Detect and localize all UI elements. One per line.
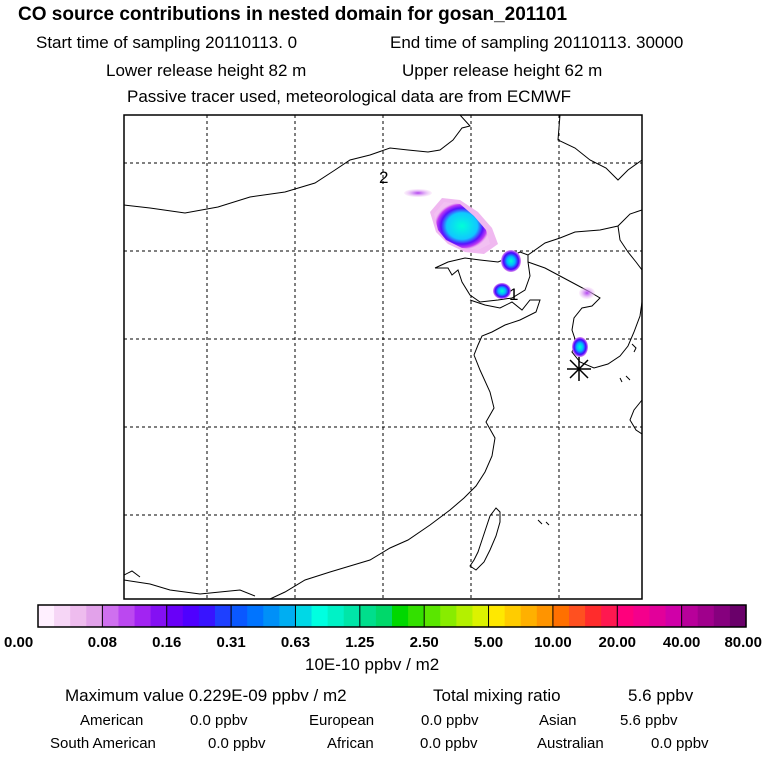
colorbar-tick-label: 0.00	[4, 634, 33, 651]
plume-korea-west	[572, 337, 588, 357]
region-label-south-american: South American	[50, 735, 156, 752]
colorbar-swatch	[231, 605, 248, 627]
region-value-south-american: 0.0 ppbv	[208, 735, 266, 752]
total-mixing-label: Total mixing ratio	[433, 686, 561, 705]
route-label-1: 1	[509, 285, 518, 304]
colorbar-swatch	[70, 605, 87, 627]
colorbar-swatch	[488, 605, 506, 627]
plume-bohai	[501, 250, 521, 272]
colorbar-swatch	[665, 605, 683, 627]
colorbar-swatch	[424, 605, 441, 627]
total-mixing-value: 5.6 ppbv	[628, 686, 694, 705]
region-value-african: 0.0 ppbv	[420, 735, 478, 752]
colorbar-swatch	[134, 605, 152, 627]
lat-lon-grid	[124, 115, 642, 599]
colorbar-tick-label: 80.00	[724, 634, 762, 651]
colorbar-swatch	[118, 605, 136, 627]
colorbar-swatch	[569, 605, 586, 627]
region-label-european: European	[309, 712, 375, 729]
colorbar-swatch	[295, 605, 313, 627]
colorbar-swatch	[150, 605, 168, 627]
region-label-asian: Asian	[539, 712, 577, 729]
receptor-marker	[567, 357, 591, 381]
colorbar-swatch	[86, 605, 103, 627]
coastlines	[124, 115, 642, 599]
colorbar-tick-label: 20.00	[598, 634, 636, 651]
colorbar-swatch	[617, 605, 634, 627]
colorbar-swatch	[102, 605, 120, 627]
plumes	[404, 189, 595, 357]
route-label-2: 2	[379, 168, 388, 187]
colorbar-swatch	[472, 605, 490, 627]
colorbar-swatch	[392, 605, 409, 627]
lower-release-height: Lower release height 82 m	[106, 61, 307, 80]
colorbar-tick-label: 0.63	[281, 634, 310, 651]
region-value-american: 0.0 ppbv	[190, 712, 248, 729]
plot-title: CO source contributions in nested domain…	[18, 4, 568, 25]
colorbar-swatch	[729, 605, 747, 627]
colorbar-swatch	[681, 605, 699, 627]
region-value-european: 0.0 ppbv	[421, 712, 479, 729]
colorbar-tick-label: 0.08	[88, 634, 117, 651]
plume-faint-west	[404, 189, 432, 197]
colorbar-tick-label: 1.25	[345, 634, 374, 651]
colorbar-swatch	[247, 605, 264, 627]
tracer-note: Passive tracer used, meteorological data…	[127, 87, 572, 106]
maximum-value: Maximum value 0.229E-09 ppbv / m2	[65, 686, 347, 705]
colorbar-swatch	[520, 605, 538, 627]
plume-korea-north	[579, 287, 595, 299]
colorbar-swatch	[182, 605, 200, 627]
colorbar-swatch	[601, 605, 618, 627]
colorbar-swatch	[327, 605, 345, 627]
sampling-start-time: Start time of sampling 20110113. 0	[36, 33, 298, 52]
colorbar-tick-label: 2.50	[410, 634, 439, 651]
colorbar-swatch	[198, 605, 216, 627]
colorbar-swatch	[713, 605, 731, 627]
colorbar-swatch	[456, 605, 474, 627]
plume-main	[434, 202, 490, 250]
colorbar-units: 10E-10 ppbv / m2	[305, 655, 440, 674]
colorbar-swatch	[215, 605, 232, 627]
colorbar-swatch	[279, 605, 297, 627]
colorbar-swatch	[359, 605, 377, 627]
colorbar-swatch	[585, 605, 602, 627]
colorbar-swatch	[504, 605, 522, 627]
colorbar-swatch	[440, 605, 457, 627]
colorbar-tick-labels: 0.00 0.08 0.16 0.31 0.63 1.25 2.50 5.00 10.00 20.…	[4, 605, 762, 651]
colorbar-swatch	[697, 605, 715, 627]
colorbar-swatch	[263, 605, 280, 627]
colorbar-swatch	[166, 605, 184, 627]
colorbar-swatch	[311, 605, 329, 627]
colorbar-tick-label: 0.31	[216, 634, 245, 651]
region-label-australian: Australian	[537, 735, 604, 752]
colorbar-swatch	[375, 605, 393, 627]
region-value-asian: 5.6 ppbv	[620, 712, 678, 729]
upper-release-height: Upper release height 62 m	[402, 61, 603, 80]
colorbar-frame	[37, 604, 747, 628]
colorbar-swatch	[649, 605, 667, 627]
colorbar-swatch	[38, 605, 55, 627]
colorbar-tick-label: 10.00	[534, 634, 572, 651]
colorbar-swatch	[552, 605, 570, 627]
region-label-african: African	[327, 735, 374, 752]
colorbar-swatch	[54, 605, 71, 627]
colorbar	[38, 605, 747, 627]
sampling-end-time: End time of sampling 20110113. 30000	[390, 33, 684, 52]
colorbar-tick-label: 5.00	[474, 634, 503, 651]
colorbar-swatch	[343, 605, 361, 627]
colorbar-swatch	[408, 605, 425, 627]
colorbar-swatch	[536, 605, 554, 627]
colorbar-tick-label: 40.00	[663, 634, 701, 651]
plume-tianjin	[493, 283, 511, 299]
region-label-american: American	[80, 712, 144, 729]
colorbar-tick-label: 0.16	[152, 634, 181, 651]
colorbar-swatch	[633, 605, 651, 627]
region-value-australian: 0.0 ppbv	[651, 735, 709, 752]
